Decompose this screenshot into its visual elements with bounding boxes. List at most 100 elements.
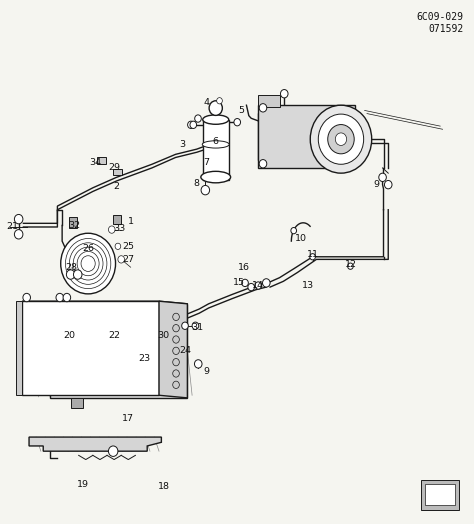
Circle shape [248,283,255,291]
Polygon shape [50,304,187,398]
Circle shape [259,104,267,112]
Circle shape [263,279,270,287]
Text: 19: 19 [77,479,90,488]
Circle shape [73,270,82,279]
Polygon shape [258,113,303,160]
Circle shape [173,324,179,332]
Text: 25: 25 [122,242,134,251]
Text: 34: 34 [89,158,101,167]
Circle shape [173,313,179,321]
Circle shape [109,226,115,233]
Circle shape [194,360,202,368]
Polygon shape [152,329,161,338]
Circle shape [335,133,346,146]
Text: 071592: 071592 [428,24,464,34]
Text: 23: 23 [139,354,151,363]
Text: 17: 17 [122,414,134,423]
Ellipse shape [201,171,231,183]
Text: 10: 10 [295,234,307,243]
Circle shape [379,173,386,181]
Polygon shape [159,301,187,398]
Text: 2: 2 [113,182,119,191]
Text: 20: 20 [63,331,75,340]
Text: 24: 24 [179,346,191,355]
Polygon shape [258,95,280,107]
Text: 12: 12 [345,260,356,269]
Bar [97,158,106,163]
Polygon shape [22,301,159,395]
Circle shape [173,370,179,377]
Circle shape [173,336,179,343]
Bar [113,169,122,174]
Circle shape [209,101,222,115]
Text: 16: 16 [238,263,250,272]
Text: 26: 26 [82,244,94,254]
Bar [421,480,459,510]
Circle shape [328,125,354,154]
Text: 3: 3 [180,140,186,149]
Circle shape [61,233,116,294]
Polygon shape [258,105,355,168]
Text: 31: 31 [191,323,203,332]
Text: 29: 29 [108,163,120,172]
Text: 5: 5 [239,106,245,115]
Text: 33: 33 [113,224,125,233]
Polygon shape [71,398,83,408]
Circle shape [195,115,201,122]
Text: 9: 9 [203,367,210,376]
Circle shape [173,358,179,366]
Text: 22: 22 [108,331,120,340]
Circle shape [201,185,210,195]
Circle shape [347,263,353,269]
Polygon shape [16,301,22,395]
Bar [69,216,77,228]
Bar [113,215,121,224]
Circle shape [188,121,194,128]
Circle shape [384,180,392,189]
Ellipse shape [202,141,229,148]
Text: 18: 18 [158,482,170,491]
Text: 28: 28 [65,263,78,272]
Text: 21: 21 [7,222,18,231]
Circle shape [190,121,197,128]
Text: 11: 11 [307,249,319,259]
Circle shape [63,293,71,302]
Text: 4: 4 [203,98,210,107]
Circle shape [66,270,75,279]
Text: 13: 13 [302,281,314,290]
Circle shape [192,322,199,330]
Circle shape [14,214,23,224]
Circle shape [259,160,267,168]
Circle shape [281,90,288,98]
Circle shape [217,97,222,104]
Text: 9: 9 [374,180,379,189]
Text: 27: 27 [122,255,134,264]
Circle shape [173,381,179,388]
Circle shape [173,347,179,355]
Circle shape [115,243,121,249]
Circle shape [310,105,372,173]
Polygon shape [143,343,152,351]
Circle shape [182,322,188,330]
Polygon shape [22,301,187,304]
Bar [425,484,456,505]
Circle shape [23,293,30,302]
Ellipse shape [203,115,229,124]
Circle shape [109,446,118,456]
Text: 14: 14 [252,281,264,290]
Polygon shape [29,437,161,451]
Circle shape [14,230,23,239]
Polygon shape [203,119,229,180]
Circle shape [255,282,262,289]
Text: 8: 8 [194,179,200,188]
Circle shape [291,227,297,234]
Circle shape [318,114,364,164]
Circle shape [118,256,125,263]
Circle shape [310,254,316,260]
Circle shape [242,279,248,287]
Text: 1: 1 [128,217,134,226]
Circle shape [56,293,64,302]
Text: 6: 6 [213,137,219,146]
Text: 7: 7 [203,158,210,167]
Text: 15: 15 [233,278,246,287]
